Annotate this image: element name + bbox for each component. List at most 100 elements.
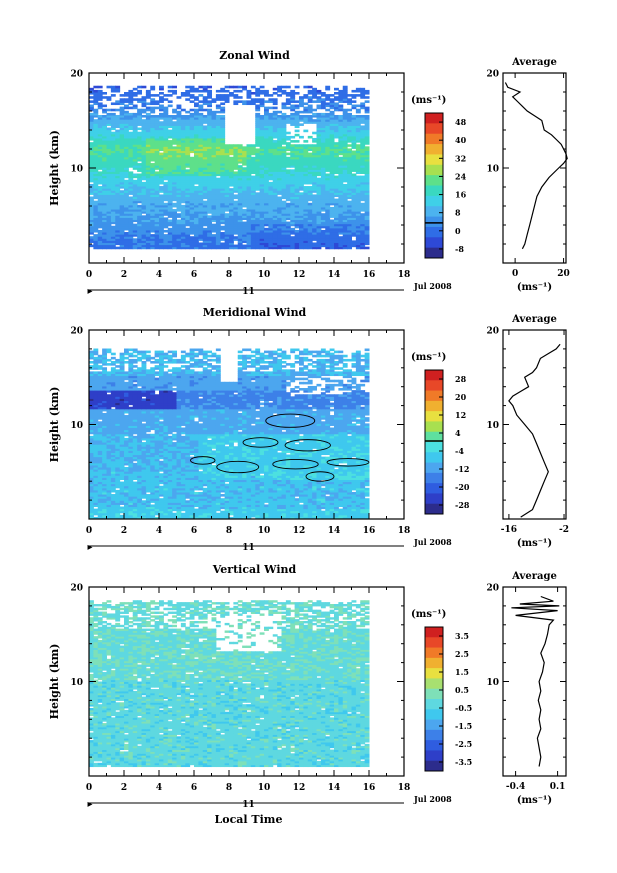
heatmap-cell (154, 227, 160, 231)
heatmap-cell (303, 223, 309, 227)
heatmap-cell (176, 240, 182, 243)
heatmap-cell (110, 238, 116, 241)
heatmap-cell (102, 242, 108, 246)
heatmap-cell (347, 234, 353, 237)
heatmap-cell (220, 204, 226, 208)
heatmap-cell (277, 114, 283, 118)
heatmap-cell (167, 129, 173, 133)
heatmap-cell (128, 202, 134, 206)
heatmap-cell (294, 225, 300, 229)
heatmap-cell (307, 144, 313, 147)
heatmap-cell (334, 219, 339, 223)
heatmap-cell (202, 221, 208, 225)
heatmap-cell (93, 213, 99, 216)
heatmap-cell (220, 221, 226, 225)
heatmap-cell (294, 244, 300, 248)
heatmap-cell (307, 219, 313, 223)
x-tick-label: 12 (293, 270, 306, 280)
heatmap-cell (189, 100, 195, 103)
heatmap-cell (277, 211, 283, 214)
heatmap-cell (132, 225, 138, 229)
heatmap-cell (316, 238, 322, 241)
heatmap-cell (237, 219, 243, 223)
heatmap-cell (128, 229, 134, 233)
heatmap-cell (180, 108, 186, 112)
heatmap-cell (255, 236, 261, 239)
date-marker: ▸ (87, 286, 92, 297)
heatmap-cell (229, 223, 234, 227)
heatmap-cell (154, 223, 160, 227)
heatmap-cell (237, 242, 243, 246)
heatmap-cell (233, 244, 239, 248)
heatmap-cell (224, 215, 230, 218)
heatmap-cell (246, 236, 252, 239)
heatmap-cell (285, 240, 291, 243)
heatmap-cell (246, 227, 252, 231)
heatmap-cell (224, 225, 230, 229)
heatmap-cell (215, 206, 221, 210)
heatmap-cell (285, 223, 291, 227)
heatmap-cell (290, 112, 296, 116)
heatmap-cell (325, 85, 331, 89)
heatmap-cell (198, 94, 204, 97)
heatmap-cell (89, 96, 94, 99)
heatmap-cell (299, 504, 304, 508)
heatmap-cell (237, 221, 243, 225)
heatmap-cell (110, 209, 116, 212)
heatmap-cell (303, 244, 309, 248)
heatmap-cell (329, 202, 335, 206)
heatmap-cell (110, 94, 116, 97)
heatmap-cell (172, 121, 178, 124)
y-tick-label: 10 (70, 165, 83, 175)
heatmap-cell (329, 232, 335, 235)
heatmap-cell (316, 112, 322, 116)
heatmap-cell (224, 242, 230, 246)
heatmap-cell (128, 236, 134, 239)
heatmap-cell (102, 108, 108, 112)
heatmap-cell (268, 204, 274, 208)
heatmap-cell (320, 229, 326, 233)
heatmap-cell (303, 232, 309, 235)
heatmap-cell (355, 236, 361, 239)
panel-title: Meridional Wind (203, 306, 307, 319)
heatmap-cell (312, 108, 318, 112)
heatmap-cell (233, 85, 239, 89)
heatmap-cell (307, 152, 313, 156)
heatmap-cell (355, 232, 361, 235)
heatmap-cell (285, 92, 291, 95)
heatmap-cell (211, 223, 217, 227)
heatmap-cell (320, 206, 326, 210)
heatmap-cell (202, 238, 208, 241)
heatmap-cell (320, 236, 326, 239)
heatmap-cell (351, 204, 357, 208)
heatmap-cell (294, 129, 300, 133)
heatmap-cell (229, 234, 234, 237)
heatmap-cell (294, 238, 300, 241)
heatmap-cell (207, 225, 213, 229)
heatmap-cell (145, 234, 151, 237)
heatmap-cell (110, 213, 116, 216)
heatmap-cell (202, 232, 208, 235)
heatmap-cell (172, 215, 178, 218)
heatmap-cell (167, 219, 173, 223)
heatmap-cell (137, 225, 143, 229)
heatmap-cell (93, 229, 99, 233)
heatmap-cell (124, 236, 129, 239)
heatmap-cell (106, 242, 112, 246)
heatmap-cell (93, 236, 99, 239)
heatmap-cell (338, 238, 344, 241)
heatmap-cell (141, 108, 147, 112)
heatmap-cell (246, 238, 252, 241)
heatmap-cell (128, 89, 134, 93)
heatmap-cell (294, 133, 300, 137)
heatmap-cell (307, 246, 313, 250)
heatmap-cell (290, 238, 296, 241)
heatmap-cell (159, 96, 164, 99)
heatmap-cell (334, 114, 339, 118)
heatmap-cell (141, 96, 147, 99)
heatmap-cell (312, 202, 318, 206)
heatmap-cell (312, 244, 318, 248)
heatmap-cell (189, 94, 195, 97)
heatmap-cell (246, 246, 252, 250)
heatmap-cell (320, 244, 326, 248)
